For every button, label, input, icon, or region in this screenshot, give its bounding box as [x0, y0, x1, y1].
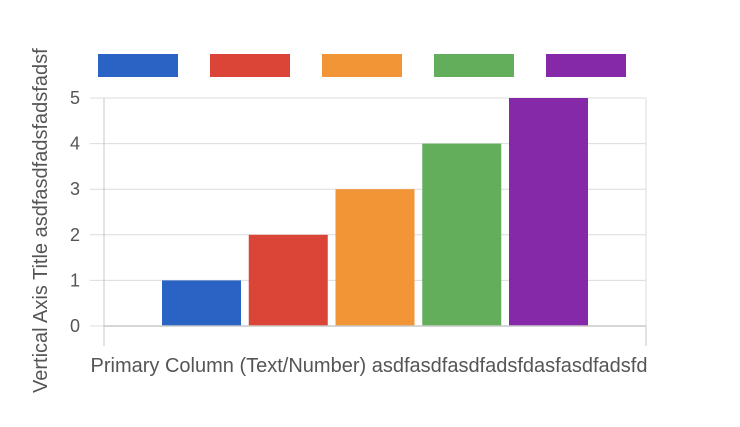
bar-2[interactable] — [248, 234, 328, 326]
y-tick-label-5: 5 — [70, 88, 80, 108]
bar-3[interactable] — [335, 189, 415, 326]
legend-swatch-1[interactable] — [98, 54, 178, 77]
bar-4[interactable] — [422, 143, 502, 326]
legend-swatch-3[interactable] — [322, 54, 402, 77]
legend — [98, 54, 626, 77]
y-tick-label-4: 4 — [70, 134, 80, 154]
bar-5[interactable] — [509, 98, 588, 326]
legend-swatch-2[interactable] — [210, 54, 290, 77]
axes — [103, 98, 647, 346]
legend-swatch-4[interactable] — [434, 54, 514, 77]
y-tick-label-2: 2 — [70, 225, 80, 245]
y-axis-title: Vertical Axis Title asdfasdfadsfadsfadsf — [30, 48, 52, 393]
y-tick-label-0: 0 — [70, 316, 80, 336]
y-tick-label-1: 1 — [70, 270, 80, 290]
legend-swatch-5[interactable] — [546, 54, 626, 77]
y-tick-label-3: 3 — [70, 179, 80, 199]
y-axis-ticks: 0 1 2 3 4 5 — [70, 88, 80, 336]
x-axis-title: Primary Column (Text/Number) asdfasdfasd… — [91, 355, 648, 377]
bar-series — [162, 98, 588, 326]
bar-1[interactable] — [162, 280, 241, 326]
